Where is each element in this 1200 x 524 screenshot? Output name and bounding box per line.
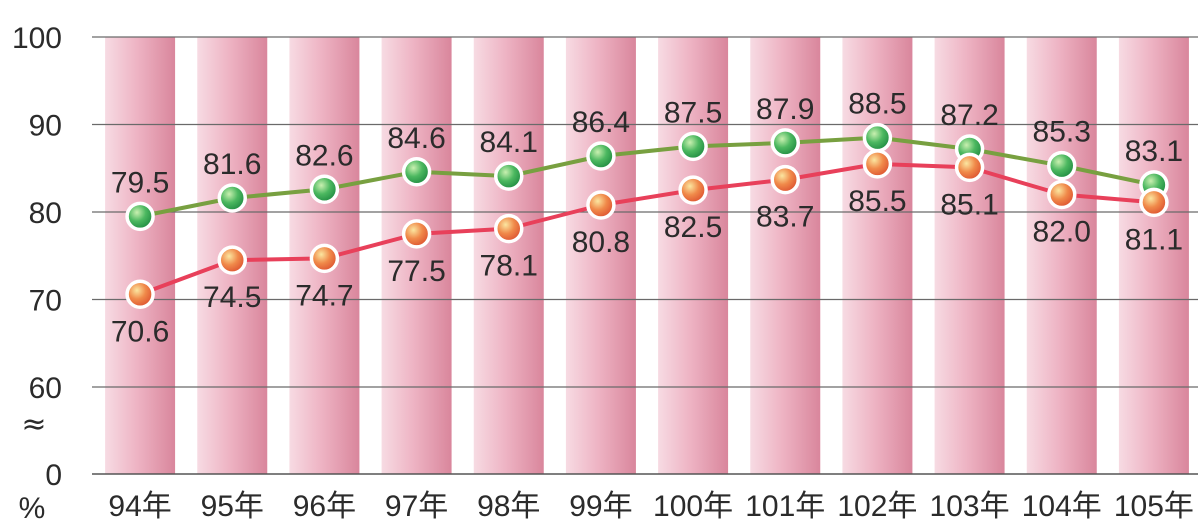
data-label: 78.1 [480, 250, 538, 283]
background-bar [1026, 37, 1097, 474]
x-tick-label: 100年 [653, 490, 733, 523]
data-point [1047, 150, 1077, 181]
background-bar [1118, 37, 1189, 474]
series-lines [138, 135, 1156, 297]
data-label: 82.0 [1033, 216, 1091, 249]
background-bar [381, 37, 452, 474]
data-point [862, 149, 893, 179]
data-point [1139, 187, 1169, 218]
data-point [401, 219, 432, 249]
data-label: 87.9 [756, 93, 814, 126]
data-point [401, 157, 432, 187]
data-point [217, 183, 247, 213]
background-bar [934, 37, 1005, 474]
background-bars [105, 37, 1189, 474]
x-tick-label: 102年 [837, 490, 917, 523]
x-tick-label: 103年 [930, 490, 1010, 523]
data-point [586, 141, 616, 171]
data-label: 85.3 [1033, 116, 1091, 149]
data-label: 74.5 [203, 281, 261, 314]
data-label: 83.1 [1125, 135, 1183, 168]
series-line [138, 135, 1156, 219]
data-label: 82.6 [295, 139, 353, 172]
data-point [494, 213, 524, 244]
data-point [494, 161, 524, 191]
data-label: 84.6 [387, 122, 445, 155]
background-bar [750, 37, 821, 474]
data-point [678, 175, 708, 205]
data-point [309, 174, 340, 204]
y-tick-label: 90 [29, 110, 62, 143]
axis-break-symbol: ≈ [21, 407, 46, 442]
x-tick-label: 99年 [569, 490, 632, 523]
x-tick-label: 95年 [201, 490, 264, 523]
data-point [862, 122, 893, 153]
data-point [309, 243, 340, 274]
x-tick-label: 105年 [1114, 490, 1194, 523]
data-point [770, 164, 800, 195]
data-label: 85.1 [940, 188, 998, 221]
data-label: 83.7 [756, 201, 814, 234]
data-labels: 79.5 81.6 82.6 84.6 84.1 86.4 87.5 87.9 88.5 87.2… [111, 88, 1183, 349]
data-point [217, 245, 247, 275]
data-label: 87.2 [940, 99, 998, 132]
data-label: 84.1 [480, 126, 538, 159]
background-bar [473, 37, 544, 474]
data-label: 81.6 [203, 148, 261, 181]
background-bar [565, 37, 636, 474]
x-tick-label: 104年 [1022, 490, 1102, 523]
data-label: 86.4 [572, 106, 630, 139]
x-axis: 94年 95年 96年 97年 98年 99年 100年 101年 102年 103年 104年 10… [108, 490, 1194, 523]
background-bar [105, 37, 176, 474]
data-label: 80.8 [572, 226, 630, 259]
x-tick-label: 98年 [477, 490, 540, 523]
series-markers [125, 122, 1169, 309]
data-point [1047, 179, 1077, 210]
x-tick-label: 101年 [745, 490, 825, 523]
unit-label: % [19, 492, 46, 524]
data-label: 81.1 [1125, 223, 1183, 256]
y-tick-label: 0 [45, 459, 62, 492]
data-label: 87.5 [664, 96, 722, 129]
data-label: 77.5 [387, 255, 445, 288]
data-label: 85.5 [848, 185, 906, 218]
gridlines [92, 36, 1198, 475]
y-tick-label: 80 [29, 197, 62, 230]
data-point [586, 190, 616, 220]
data-point [125, 279, 155, 309]
data-label: 82.5 [664, 211, 722, 244]
series-line [138, 161, 1156, 297]
x-tick-label: 97年 [385, 490, 448, 523]
y-tick-label: 70 [29, 285, 62, 318]
background-bar [658, 37, 729, 474]
data-point [954, 152, 985, 183]
data-label: 74.7 [295, 279, 353, 312]
data-point [125, 201, 155, 232]
data-point [678, 131, 708, 162]
y-tick-label: 60 [29, 372, 62, 405]
x-tick-label: 94年 [108, 490, 171, 523]
x-tick-label: 96年 [293, 490, 356, 523]
data-label: 79.5 [111, 166, 169, 199]
data-label: 70.6 [111, 315, 169, 348]
y-axis: 100 90 80 70 60 0 [12, 22, 62, 492]
data-point [770, 128, 800, 158]
data-label: 88.5 [848, 88, 906, 121]
background-bar [842, 37, 913, 474]
y-tick-label: 100 [12, 22, 62, 55]
